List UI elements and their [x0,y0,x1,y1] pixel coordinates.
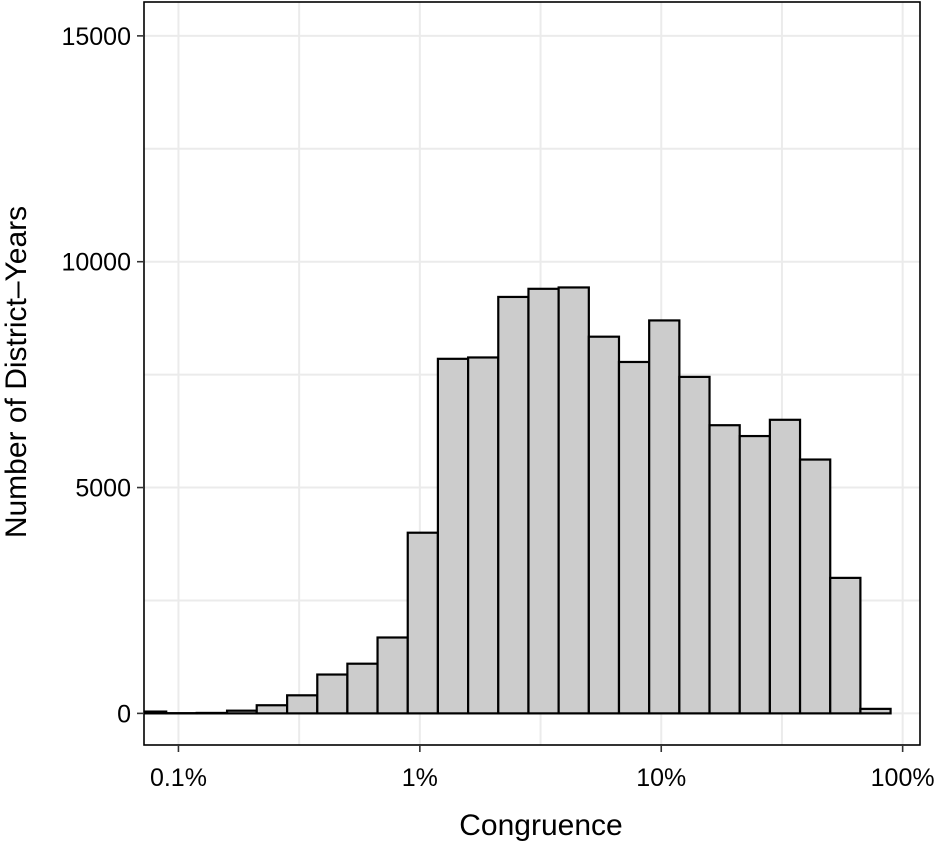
histogram-bar [798,458,832,715]
y-axis: 0 5000 10000 15000 [61,23,144,728]
histogram-bar [859,707,892,715]
y-tick-label: 0 [117,700,131,728]
histogram-bar [768,418,802,715]
y-tick-label: 15000 [61,23,131,51]
histogram-bars [144,286,892,715]
y-tick-label: 5000 [75,475,131,503]
histogram-bar [829,576,862,715]
histogram-bar [497,295,530,715]
histogram-bar [527,287,560,715]
y-tick-label: 10000 [61,249,131,277]
histogram-bar [617,360,651,715]
x-axis-title: Congruence [459,809,622,842]
histogram-bar [587,335,621,715]
plot-panel-border [143,1,921,746]
histogram-bar [557,286,590,715]
x-tick-label: 1% [402,764,438,792]
histogram-bar [376,636,409,715]
histogram-bar [346,662,379,715]
histogram-bar [286,694,319,715]
histogram-bar [678,375,711,715]
y-axis-title: Number of District–Years [0,206,33,538]
histogram-bar [738,434,771,715]
histogram-bar [255,704,289,715]
histogram-bar [436,357,470,715]
histogram-bar [708,424,741,715]
x-tick-label: 0.1% [150,764,207,792]
x-tick-label: 100% [871,764,935,792]
histogram-bar [316,673,349,715]
x-tick-label: 10% [636,764,686,792]
histogram-bar [648,319,681,715]
histogram-bar [467,356,500,715]
histogram-bar [406,531,440,715]
x-axis: 0.1% 1% 10% 100% [150,745,935,792]
histogram-bar [225,709,258,715]
